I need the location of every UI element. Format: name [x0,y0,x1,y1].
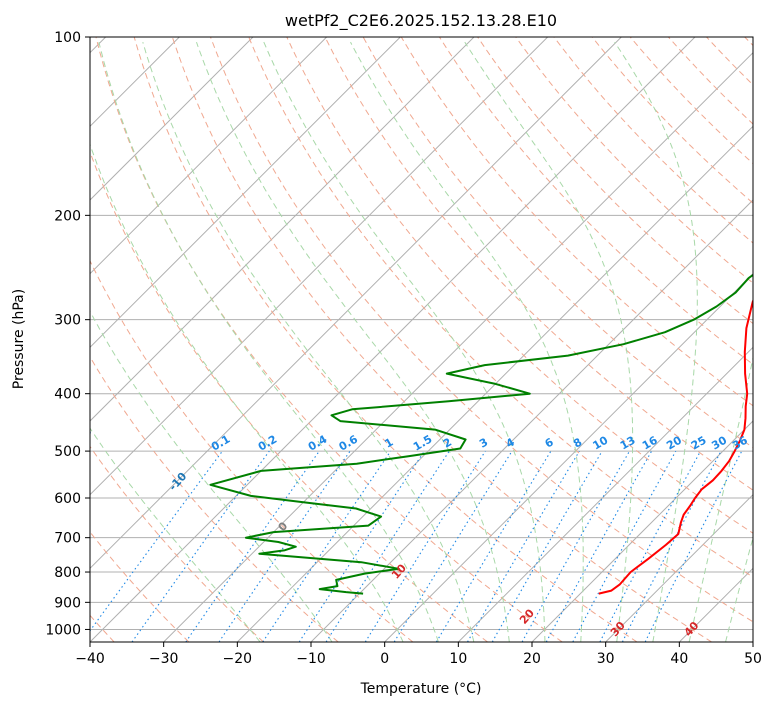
isotherm-line [90,37,696,642]
x-tick-label: −40 [75,651,105,667]
isotherm-line [236,125,753,642]
dry-adiabat-line [477,37,753,325]
dry-adiabat-line [95,37,563,642]
chart-title: wetPf2_C2E6.2025.152.13.28.E10 [285,11,557,31]
x-tick-label: 30 [597,651,615,667]
isotherm-line [90,37,622,570]
y-tick-label: 500 [54,444,81,460]
y-axis-label: Pressure (hPa) [11,289,27,389]
dry-adiabat-line [324,37,753,491]
mixing-ratio-line [298,450,425,642]
dry-adiabat-line [171,37,712,642]
isotherm-line [90,37,401,349]
isotherm-line [752,641,753,642]
mixing-ratio-line [572,450,677,642]
moist-adiabat-line [725,536,753,642]
mixing-ratio-line [364,450,486,642]
isotherm-line [457,346,753,642]
isotherm-line [90,37,475,422]
x-tick-label: 10 [449,651,467,667]
dry-adiabat-line [591,37,753,204]
moist-adiabat-line [350,41,584,642]
y-tick-label: 600 [54,491,81,507]
mixing-ratio-line [545,450,653,642]
moist-adiabat-line [142,41,475,642]
x-tick-label: 20 [523,651,541,667]
x-tick-label: −20 [223,651,253,667]
mixing-ratio-line [467,450,580,642]
moist-adiabat-line [263,41,546,642]
dry-adiabat-line [133,37,638,642]
moist-adiabat-line [614,41,698,642]
dry-adiabat-line [400,37,753,407]
x-tick-label: 50 [744,651,762,667]
dry-adiabat-line [90,259,414,642]
y-tick-label: 400 [54,387,81,403]
x-tick-label: −10 [296,651,326,667]
dry-adiabat-line [629,37,753,165]
dry-adiabat-line [362,37,753,449]
mixing-ratio-line [131,450,270,642]
isotherm-line [531,420,753,642]
isotherm-line [90,37,328,275]
y-tick-label: 1000 [45,622,81,638]
y-tick-label: 200 [54,208,81,224]
axes: −40 −30 −20 −10 0 10 20 30 40 50 100 200 300 400 500 60… [45,30,762,667]
dry-adiabat-line [248,37,753,578]
mixing-ratio-line [325,450,450,642]
mixing-ratio-line [185,450,320,642]
moist-adiabat-line [90,427,261,642]
moist-adiabat-line [90,310,333,642]
mixing-ratio-line [521,450,630,642]
mixing-ratio-line [435,450,552,642]
y-tick-label: 300 [54,313,81,329]
plot-background [90,37,753,642]
x-tick-label: −30 [149,651,179,667]
moist-adiabat-line [688,355,753,642]
mixing-ratio-line [90,450,223,632]
sounding-profiles [209,273,753,595]
isotherm-line [384,272,753,642]
dewpoint-profile-line [209,273,753,595]
dry-adiabat-line [210,37,753,623]
mixing-ratio-line [491,450,603,642]
y-tick-label: 100 [54,30,81,46]
moist-adiabat-line [196,41,510,642]
y-tick-label: 700 [54,531,81,547]
x-tick-label: 40 [670,651,688,667]
moist-adiabat-line [90,142,404,642]
plot-frame [89,36,754,643]
dry-adiabat-line [515,37,753,284]
temperature-profile-line [598,298,753,595]
x-axis-label: Temperature (°C) [360,681,482,697]
mixing-ratio-line [393,450,513,642]
y-tick-label: 900 [54,595,81,611]
moist-adiabat-line [98,41,439,642]
isotherm-line [90,37,549,496]
isotherm-line [90,37,254,201]
dry-adiabat-label: -30 [0,380,10,404]
isotherm-line [605,493,753,642]
dry-adiabat-line [90,445,264,642]
x-tick-label: 0 [380,651,389,667]
y-tick-label: 800 [54,565,81,581]
